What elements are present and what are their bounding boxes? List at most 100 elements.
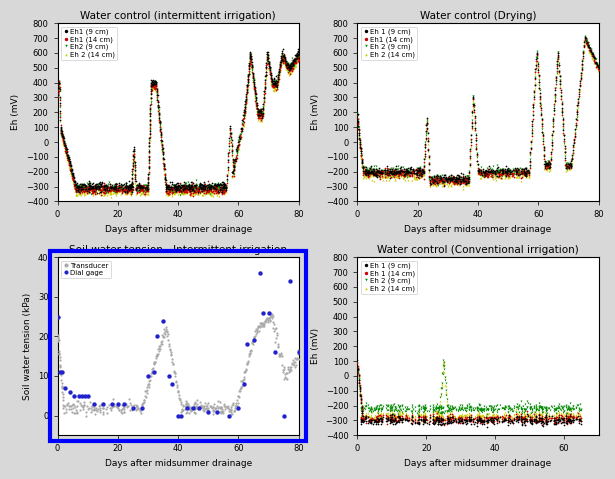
Point (560, 156, 570, 163)
Point (352, 112, 362, 119)
Point (421, 141, 430, 148)
Point (525, 400, 535, 408)
Point (388, 170, 398, 177)
Point (527, 122, 537, 129)
Point (460, 174, 470, 182)
Point (159, 167, 169, 174)
Point (446, 420, 456, 427)
Point (266, 75, 276, 82)
Point (466, 149, 475, 157)
Point (79, 187, 89, 195)
Point (66, 168, 76, 176)
Point (199, 185, 209, 193)
Point (356, 397, 366, 404)
Point (355, 143, 365, 151)
Point (467, 108, 477, 116)
Point (167, 185, 177, 193)
Point (373, 406, 383, 414)
Point (445, 413, 455, 421)
Point (153, 91, 162, 99)
Point (161, 183, 171, 191)
Point (122, 188, 132, 195)
Point (74, 182, 84, 190)
Point (65, 160, 74, 168)
Point (425, 182, 435, 190)
Point (494, 163, 504, 171)
Point (464, 403, 474, 411)
Point (196, 185, 206, 193)
Point (81, 183, 91, 191)
Point (111, 187, 121, 194)
Point (181, 182, 191, 189)
Point (79, 180, 89, 188)
Point (413, 402, 423, 410)
Point (149, 83, 159, 91)
Point (268, 81, 277, 89)
Point (143, 187, 153, 194)
Point (360, 170, 370, 178)
Point (148, 368, 157, 376)
Point (192, 185, 202, 193)
Point (397, 172, 407, 180)
Point (437, 415, 446, 422)
Point (153, 101, 163, 108)
Point (110, 189, 120, 196)
Point (219, 188, 229, 195)
Point (408, 169, 418, 176)
Point (145, 120, 155, 128)
Point (263, 319, 272, 326)
Point (228, 172, 238, 180)
Point (357, 159, 367, 167)
Point (397, 412, 407, 420)
Point (279, 52, 289, 59)
Point (479, 418, 489, 426)
Point (568, 143, 578, 150)
Point (442, 176, 451, 184)
Point (256, 116, 266, 124)
Point (428, 177, 438, 184)
Point (199, 185, 209, 193)
Point (428, 412, 438, 420)
Point (361, 167, 371, 175)
Point (263, 314, 272, 321)
Point (193, 190, 203, 197)
Point (421, 418, 430, 426)
Point (431, 172, 441, 180)
Point (480, 421, 490, 428)
Point (151, 82, 161, 90)
Point (132, 184, 142, 192)
Point (207, 404, 217, 411)
Point (224, 139, 234, 147)
Point (60, 141, 69, 149)
Point (378, 167, 387, 175)
Point (101, 182, 111, 190)
Point (518, 412, 528, 420)
Point (513, 405, 523, 412)
Point (365, 406, 375, 413)
Point (534, 406, 544, 414)
Point (126, 186, 136, 194)
Point (445, 418, 454, 426)
Point (188, 186, 198, 194)
Point (156, 342, 165, 350)
Point (106, 183, 116, 191)
Point (565, 164, 574, 171)
Point (220, 186, 230, 194)
Point (211, 186, 221, 194)
Point (373, 171, 383, 179)
Point (210, 181, 220, 189)
Point (200, 186, 210, 194)
Point (102, 186, 112, 194)
Point (240, 110, 250, 118)
Point (208, 406, 218, 414)
Point (365, 171, 375, 179)
Point (290, 58, 300, 66)
Point (190, 182, 200, 190)
Point (511, 169, 521, 177)
Point (400, 171, 410, 179)
Point (293, 52, 303, 59)
Point (381, 169, 391, 177)
Point (373, 405, 383, 412)
Point (119, 408, 129, 415)
Point (426, 174, 435, 182)
